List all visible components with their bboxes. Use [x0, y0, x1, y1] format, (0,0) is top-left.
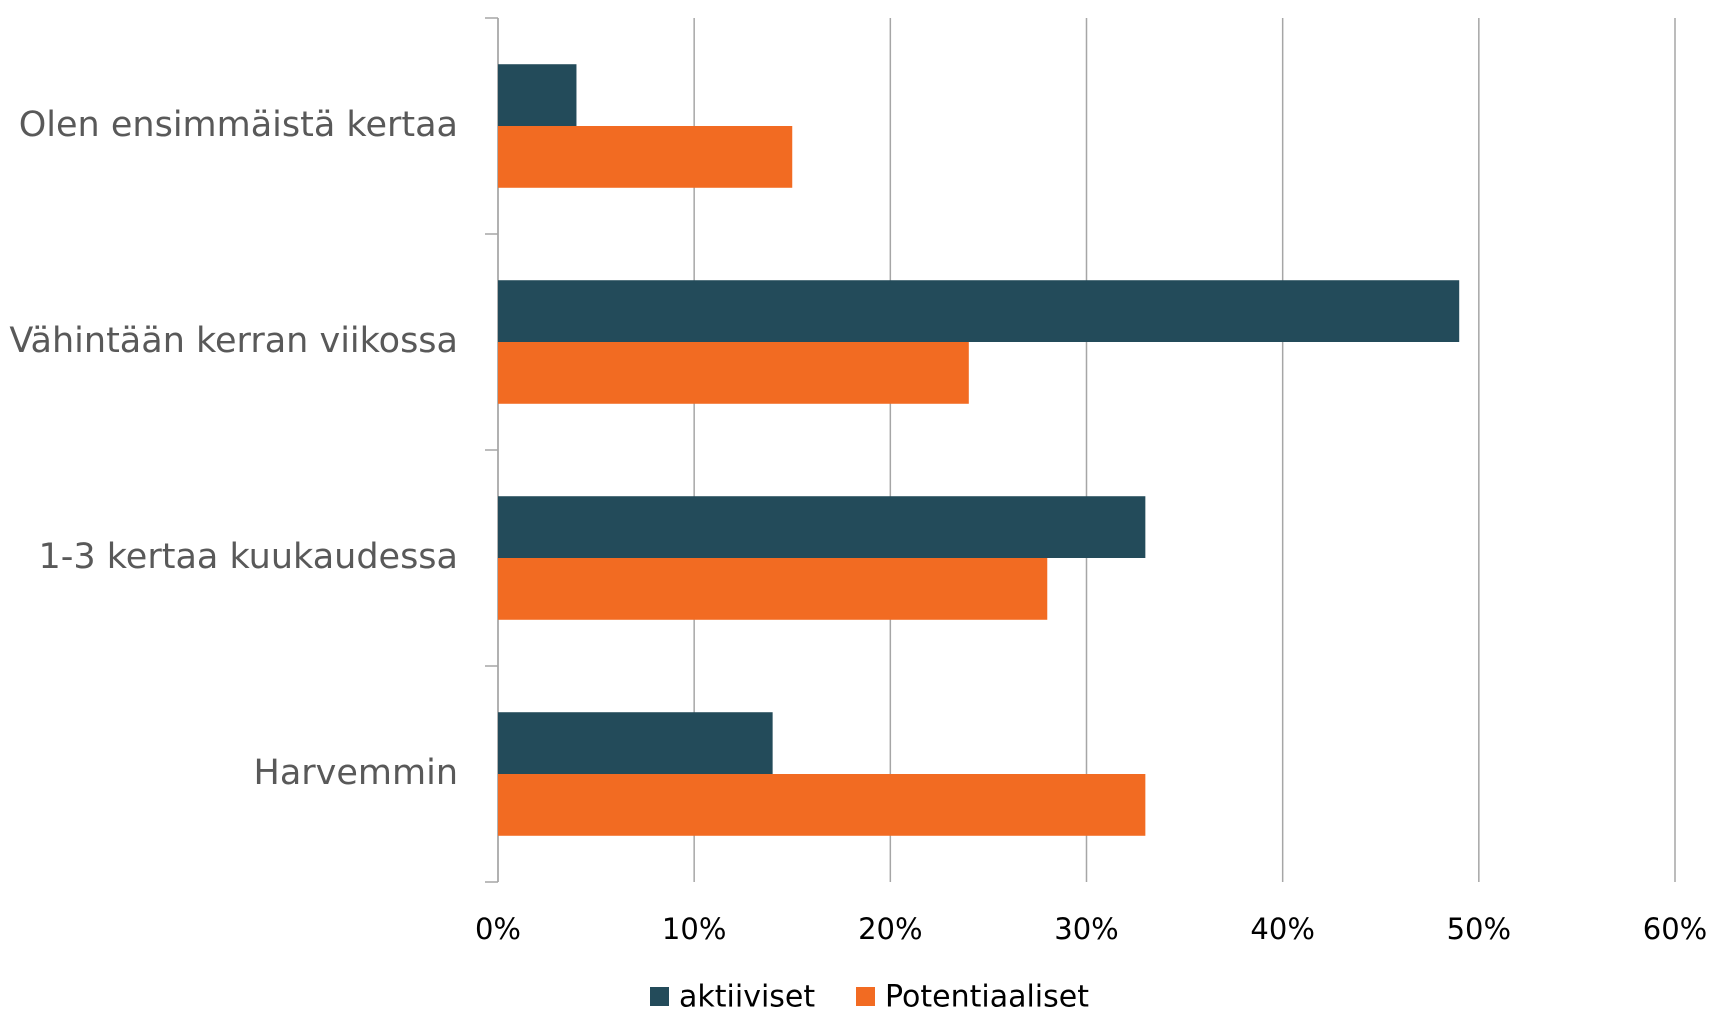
category-label: 1-3 kertaa kuukaudessa [39, 537, 459, 577]
bar [498, 558, 1048, 620]
category-label: Harvemmin [254, 753, 459, 793]
bar [498, 712, 773, 774]
category-label: Vähintään kerran viikossa [9, 321, 458, 361]
x-tick-label: 0% [475, 912, 521, 946]
bar [498, 342, 969, 404]
x-tick-label: 10% [662, 912, 726, 946]
x-tick-label: 50% [1447, 912, 1511, 946]
x-tick-label: 20% [858, 912, 922, 946]
bar [498, 496, 1146, 558]
x-tick-label: 60% [1643, 912, 1707, 946]
legend-label: Potentiaaliset [885, 980, 1089, 1015]
bar [498, 774, 1146, 836]
x-tick-label: 40% [1250, 912, 1314, 946]
x-tick-label: 30% [1054, 912, 1118, 946]
bar [498, 280, 1460, 342]
bar [498, 126, 793, 188]
legend-swatch [856, 987, 875, 1006]
category-label: Olen ensimmäistä kertaa [19, 105, 458, 145]
legend-label: aktiiviset [679, 980, 815, 1015]
bar [498, 64, 577, 126]
legend-swatch [650, 987, 669, 1006]
